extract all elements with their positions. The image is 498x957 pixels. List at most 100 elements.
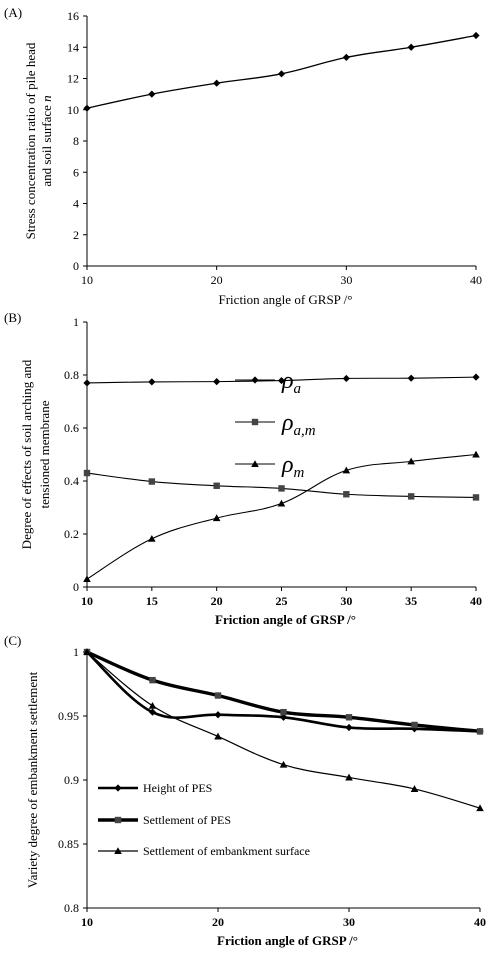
data-point	[277, 499, 286, 507]
y-tick-label: 0.9	[64, 773, 79, 787]
y-tick-label: 6	[73, 165, 79, 179]
y-axis-label-line2: and soil surface n	[39, 95, 54, 186]
data-point	[407, 493, 415, 500]
x-tick-label: 15	[146, 594, 158, 608]
x-tick-label: 40	[474, 915, 486, 929]
data-point	[148, 478, 156, 485]
data-point	[472, 450, 480, 458]
legend-symbol: ρ	[281, 368, 294, 394]
legend-marker	[114, 816, 122, 824]
x-tick-label: 20	[212, 915, 224, 929]
x-axis-label: Friction angle of GRSP /°	[217, 933, 358, 948]
data-point	[213, 482, 220, 489]
x-axis-label: Friction angle of GRSP /°	[215, 612, 356, 627]
data-point	[83, 575, 91, 583]
data-point	[411, 721, 418, 729]
data-point	[345, 773, 353, 781]
data-point	[476, 804, 484, 812]
data-point	[277, 70, 286, 78]
x-tick-label: 10	[81, 915, 93, 929]
y-tick-label: 0.6	[64, 421, 79, 435]
legend-label-2: ρa,m	[281, 410, 316, 439]
legend-label-3: ρm	[281, 452, 305, 481]
data-point	[342, 466, 351, 474]
legend: Height of PES Settlement of PES Settlement…	[98, 781, 310, 858]
panel-label: (B)	[4, 310, 21, 325]
data-point	[476, 728, 484, 735]
legend-marker	[251, 460, 259, 467]
legend-symbol: ρ	[281, 452, 294, 478]
y-axis-label-line1: Degree of effects of soil arching and	[19, 359, 34, 549]
data-point	[407, 374, 415, 382]
legend-subscript: a,m	[294, 423, 316, 439]
series-1	[83, 31, 480, 112]
legend-label-3: Settlement of embankment surface	[143, 844, 310, 858]
data-point	[83, 379, 91, 387]
data-point	[342, 374, 350, 383]
series-2	[83, 469, 480, 501]
data-point	[148, 90, 156, 98]
data-point	[83, 648, 91, 655]
chart-panel-c: (C) 0.8 0.85 0.9 0.95 1 10 20 30 40 Friction angle…	[4, 633, 486, 948]
data-point	[277, 376, 286, 385]
x-axis-label: Friction angle of GRSP /°	[219, 292, 353, 307]
series-1	[83, 373, 480, 387]
series-3	[83, 648, 484, 812]
x-tick-label: 10	[81, 273, 93, 287]
data-point	[212, 514, 221, 522]
y-tick-label: 1	[73, 315, 79, 329]
data-point	[345, 723, 353, 732]
x-tick-label: 40	[470, 273, 482, 287]
y-tick-label: 1	[73, 645, 79, 659]
data-point	[472, 373, 480, 381]
panel-label: (A)	[4, 5, 22, 20]
data-point	[148, 708, 157, 716]
data-point	[148, 701, 157, 709]
y-tick-label: 0	[73, 580, 79, 594]
data-point	[213, 378, 221, 386]
data-point	[342, 53, 350, 62]
data-point	[407, 457, 415, 465]
data-point	[410, 785, 419, 792]
y-tick-label: 14	[67, 40, 79, 54]
data-point	[279, 760, 288, 768]
data-point	[83, 104, 91, 112]
data-point	[213, 79, 221, 87]
data-point	[407, 43, 415, 51]
x-tick-label: 30	[340, 273, 352, 287]
y-axis-label-line2: tensioned membrane	[37, 400, 52, 508]
y-tick-label: 10	[67, 103, 79, 117]
y-tick-label: 16	[67, 9, 79, 23]
legend-subscript: a	[294, 381, 302, 397]
y-tick-label: 0.4	[64, 474, 79, 488]
x-tick-label: 20	[211, 273, 223, 287]
x-tick-label: 10	[81, 594, 93, 608]
x-tick-label: 35	[405, 594, 417, 608]
legend-marker	[114, 847, 122, 854]
data-point	[472, 494, 480, 501]
legend-marker	[114, 784, 122, 792]
legend-label-1: ρa	[281, 368, 301, 397]
panel-label: (C)	[4, 633, 21, 648]
data-point	[214, 692, 222, 699]
y-axis-label-variable: n	[39, 95, 54, 102]
y-tick-label: 0.8	[64, 368, 79, 382]
y-tick-label: 0.8	[64, 901, 79, 915]
y-tick-label: 12	[67, 72, 79, 86]
y-tick-label: 0.2	[64, 527, 79, 541]
x-tick-label: 25	[276, 594, 288, 608]
data-point	[148, 378, 156, 386]
x-tick-label: 40	[470, 594, 482, 608]
y-tick-label: 2	[73, 228, 79, 242]
chart-panel-a: (A) 0 2 4 6 8 10 12 14 16 10 20 30 40 Friction angle o…	[4, 5, 482, 307]
legend-label-1: Height of PES	[143, 781, 212, 795]
x-tick-label: 30	[343, 915, 355, 929]
legend-label-2: Settlement of PES	[143, 813, 231, 827]
y-tick-label: 8	[73, 134, 79, 148]
data-point	[472, 31, 480, 40]
x-tick-label: 30	[340, 594, 352, 608]
series-2	[83, 648, 484, 735]
data-point	[214, 732, 222, 740]
